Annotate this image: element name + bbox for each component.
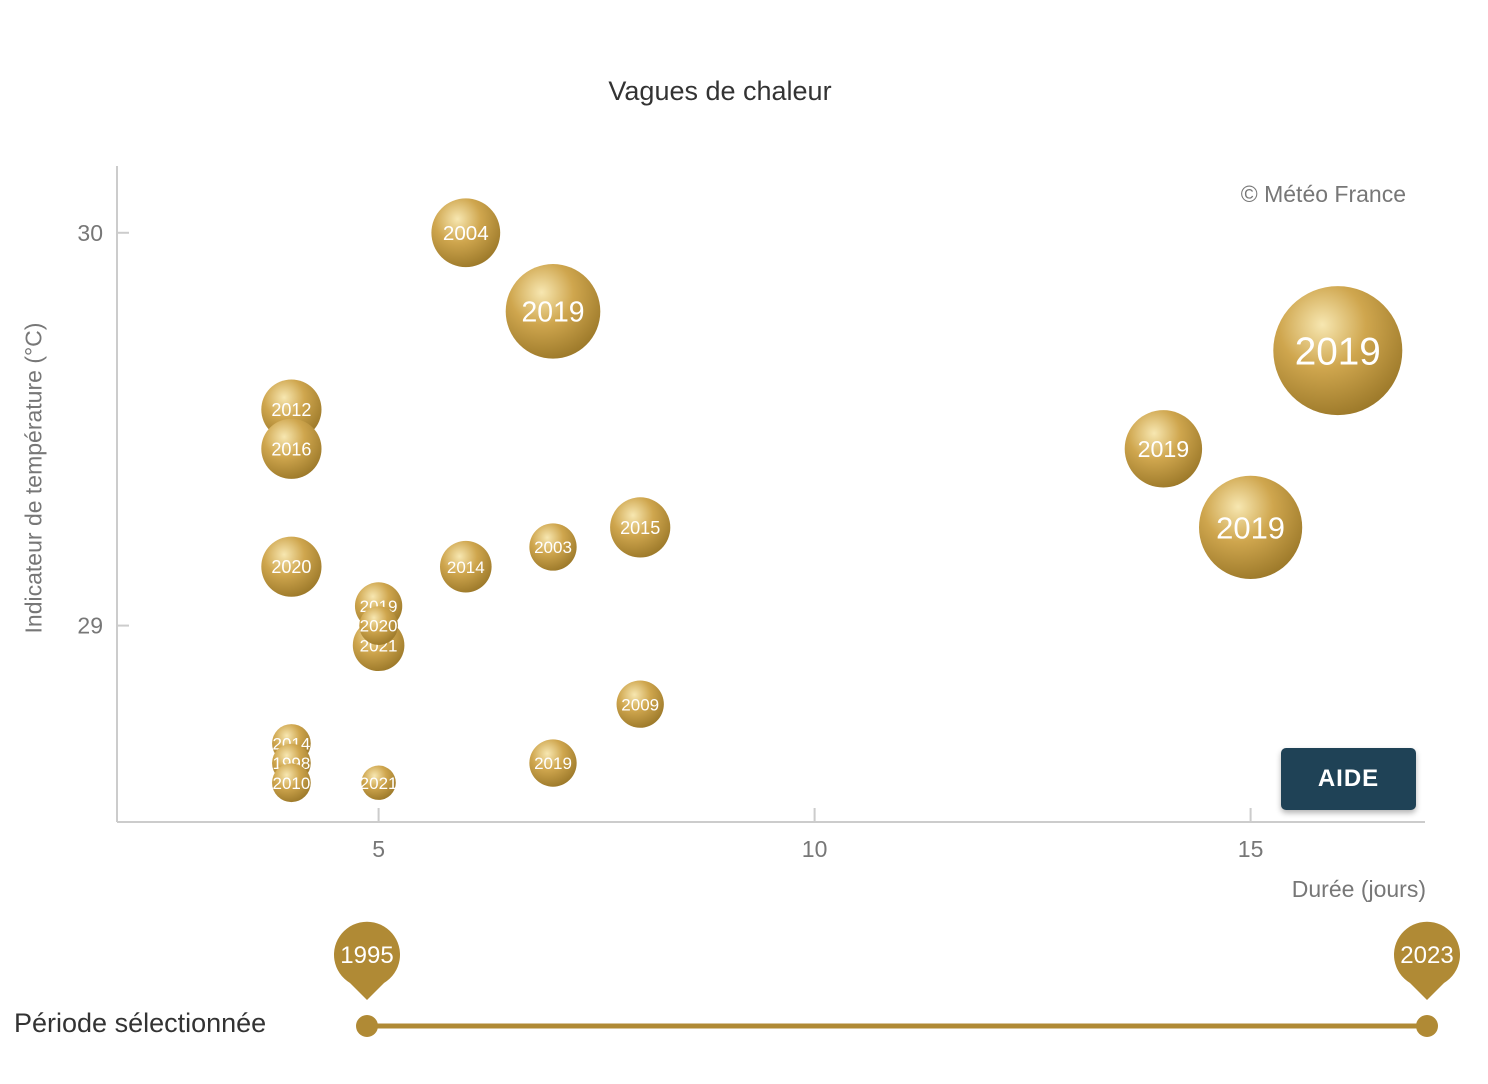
bubble: 2010 [272,763,311,803]
credit-text: © Météo France [1240,181,1406,207]
help-button[interactable]: AIDE [1281,748,1416,810]
bubble-circle [1199,475,1303,579]
bubble-circle [359,606,398,645]
bubble-circle [361,765,396,800]
bubble-circle [610,497,671,558]
bubble-circle [616,680,664,728]
bubble: 2019 [1124,410,1203,488]
bubble-label: 2019 [1295,331,1381,374]
bubble-circle [505,264,601,359]
bubble-circle [261,418,322,479]
bubble-label: 2019 [534,754,572,773]
bubble: 2019 [505,264,601,359]
bubble-label: 2015 [620,518,660,538]
bubble: 2019 [1199,475,1303,579]
bubble: 2016 [261,418,322,479]
bubble-circle [1124,410,1203,488]
bubble-label: 2010 [272,774,310,793]
bubble: 2019 [529,739,577,787]
bubble-label: 2019 [1216,511,1285,546]
bubble: 2009 [616,680,664,728]
bubble-label: 2004 [443,222,489,245]
y-tick-label: 29 [77,613,103,639]
x-tick-label: 15 [1238,836,1264,862]
bubble-label: 2019 [1138,436,1190,462]
bubble-label: 2014 [447,558,485,577]
bubble: 2021 [360,765,398,800]
bubble: 2020 [359,606,398,645]
bubble-label: 2009 [621,695,659,714]
bubble-circle [529,523,577,571]
bubble-circle [261,536,322,597]
bubble-label: 2020 [271,557,311,577]
bubble-circle [272,763,311,803]
bubble-circle [1273,286,1403,416]
x-tick-label: 5 [372,836,385,862]
bubble: 2014 [440,540,492,593]
x-axis-label: Durée (jours) [1291,876,1426,902]
period-label: Période sélectionnée [14,1008,267,1038]
bubble-label: 2016 [271,439,311,459]
bubble-circle [440,540,492,593]
bubble-label: 2020 [360,617,398,636]
bubble: 2003 [529,523,577,571]
bubble: 2020 [261,536,322,597]
bubble-label: 2019 [521,297,584,329]
bubble-label: 2012 [271,400,311,420]
bubble-label: 2003 [534,538,572,557]
x-tick-label: 10 [802,836,828,862]
bubble: 2015 [610,497,671,558]
bubble-circle [529,739,577,787]
bubble-label: 2021 [360,774,398,793]
bubble: 2004 [431,198,501,268]
bubble: 2019 [1273,286,1403,416]
bubble-circle [431,198,501,268]
chart-title: Vagues de chaleur [608,76,832,106]
y-tick-label: 30 [77,220,103,246]
